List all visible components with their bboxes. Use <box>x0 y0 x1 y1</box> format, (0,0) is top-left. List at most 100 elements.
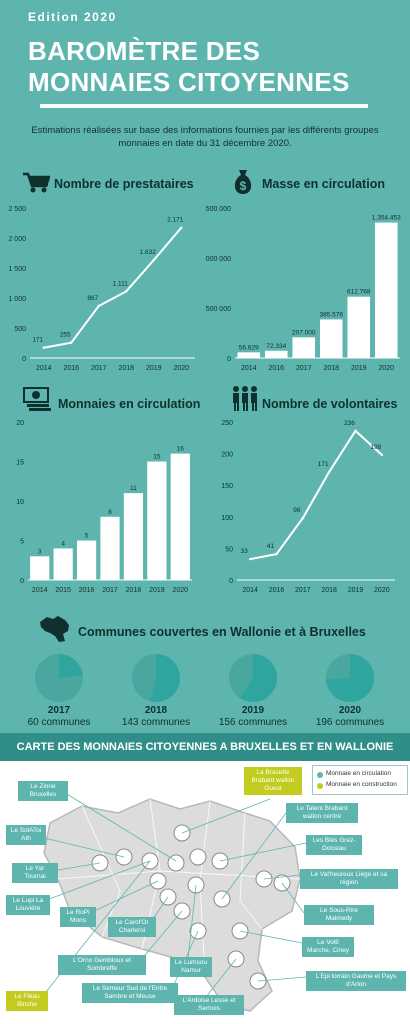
belgium-map-icon <box>40 616 69 642</box>
pie-2018-slice <box>150 654 180 702</box>
masse-xtick: 2017 <box>296 365 312 372</box>
masse-bar <box>319 319 343 358</box>
map-label-ardoise: L'Ardoise Lesse et Semois <box>174 995 244 1015</box>
map-label-lumsou: Le Lumsou Namur <box>170 957 212 977</box>
monnaies-value-label: 15 <box>153 454 161 461</box>
prestataires-line <box>43 227 183 349</box>
volontaires-point <box>380 453 384 457</box>
volontaires-ytick: 50 <box>225 546 233 553</box>
people-icon <box>233 386 257 411</box>
masse-xtick: 2016 <box>268 365 284 372</box>
map-label-sousrire: Le Sous-Rire Malmedy <box>304 905 374 925</box>
chart-masse: 0 500 000 1 000 000 1 500 000 2014 2016 2017 20… <box>205 206 401 372</box>
prestataires-point <box>125 290 128 293</box>
monnaies-value-label: 8 <box>108 509 112 516</box>
pie-year-2020: 2020 <box>338 705 362 716</box>
communes-title: Communes couvertes en Wallonie et à Brux… <box>78 625 366 639</box>
volontaires-xtick: 2014 <box>242 587 258 594</box>
prestataires-ytick: 1 500 <box>8 266 26 273</box>
map-leader-line <box>205 958 237 998</box>
volontaires-ytick: 150 <box>221 483 233 490</box>
prestataires-point <box>152 258 155 262</box>
prestataires-point <box>180 226 183 229</box>
monnaies-xtick: 2017 <box>102 587 118 594</box>
map-label-semeur: Le Semeur Sud de l'Entre Sambre et Meuse <box>82 983 178 1003</box>
edition-label: Edition 2020 <box>28 10 117 24</box>
prestataires-point <box>70 341 73 344</box>
pie-communes-2019: 156 communes <box>218 717 288 728</box>
prestataires-value-label: 1.632 <box>140 249 157 256</box>
prestataires-xtick: 2018 <box>118 365 134 372</box>
map-leader-line <box>51 862 101 872</box>
prestataires-ytick: 0 <box>22 356 26 363</box>
monnaies-xtick: 2020 <box>172 587 188 594</box>
map-label-bles: Les Blés Grez-Doiceau <box>306 835 362 855</box>
map-label-carolor: Le Carol'Or Charleroi <box>108 917 156 937</box>
map-label-zinne: Le Zinne Bruxelles <box>18 781 68 801</box>
page-title: BAROMÈTRE DES MONNAIES CITOYENNES <box>28 36 350 97</box>
volontaires-ytick: 200 <box>221 452 233 459</box>
masse-value-label: 612.768 <box>347 289 371 296</box>
legend-circulation: Monnaie en circulation <box>326 770 392 777</box>
title-underline <box>40 104 368 108</box>
masse-value-label: 207.000 <box>292 329 316 336</box>
volontaires-xtick: 2019 <box>348 587 364 594</box>
map-label-orno: L'Orno Gembloux et Sombreffe <box>58 955 146 975</box>
communes-pies <box>35 654 374 702</box>
monnaies-xtick: 2015 <box>55 587 71 594</box>
chart-monnaies: 0 5 10 15 20 2014 2015 2016 2017 2018 2019 2020 3 4 5 8… <box>16 420 192 594</box>
volontaires-xtick: 2020 <box>374 587 390 594</box>
monnaies-ytick: 5 <box>20 539 24 546</box>
volontaires-value-label: 198 <box>370 444 381 451</box>
map-label-solatoi: Le SolAToi Ath <box>6 825 46 845</box>
volontaires-ytick: 250 <box>221 420 233 427</box>
masse-bar <box>292 337 316 358</box>
monnaies-bar <box>147 461 167 580</box>
prestataires-point <box>42 346 45 349</box>
prestataires-value-label: 867 <box>87 295 98 302</box>
pie-year-2018: 2018 <box>144 705 168 716</box>
prestataires-xtick: 2014 <box>36 365 52 372</box>
legend-construction: Monnaie en construction <box>326 781 397 788</box>
monnaies-ytick: 15 <box>16 460 24 467</box>
money-bag-icon: $ <box>234 170 252 194</box>
masse-bar <box>237 352 261 358</box>
chart-volontaires: 0 50 100 150 200 250 2014 2016 2017 2018 2019 2020 3… <box>221 420 395 594</box>
volontaires-point <box>301 516 305 520</box>
volontaires-ytick: 0 <box>229 578 233 585</box>
map-label-brasette: La Brasette Brabant wallon Ouest <box>244 767 302 795</box>
masse-bar <box>264 350 288 358</box>
map-label-lupi: Le Lupi La Louvière <box>6 895 50 915</box>
masse-xtick: 2014 <box>241 365 257 372</box>
map-label-talent: Le Talent Brabant wallon centre <box>286 803 358 823</box>
monnaies-ytick: 0 <box>20 578 24 585</box>
map-leader-line <box>181 798 271 834</box>
pie-2019-slice <box>240 654 277 702</box>
map-leader-line <box>187 884 197 960</box>
map-label-volti: Le Voltî Marche, Ciney <box>302 937 354 957</box>
pie-communes-2018: 143 communes <box>121 717 191 728</box>
monnaies-value-label: 16 <box>177 446 185 453</box>
volontaires-point <box>275 552 278 556</box>
pie-communes-2020: 196 communes <box>315 717 385 728</box>
volontaires-xtick: 2017 <box>295 587 311 594</box>
volontaires-xtick: 2018 <box>321 587 337 594</box>
monnaies-bar <box>30 556 50 580</box>
monnaies-bar <box>123 493 144 580</box>
pie-year-2019: 2019 <box>241 705 265 716</box>
cart-icon <box>23 172 50 193</box>
prestataires-point <box>97 304 100 308</box>
map-leader-line <box>239 930 303 944</box>
prestataires-ytick: 2 000 <box>8 236 26 243</box>
pie-communes-2017: 60 communes <box>27 717 91 728</box>
monnaies-bar <box>100 516 120 580</box>
prestataires-xtick: 2016 <box>63 365 79 372</box>
pie-2020-slice <box>326 654 374 702</box>
volontaires-value-label: 41 <box>267 543 275 550</box>
pie-2017-slice <box>59 654 83 678</box>
masse-xtick: 2018 <box>323 365 339 372</box>
legend-dot-circulation <box>317 772 323 778</box>
legend-dot-construction <box>317 783 323 789</box>
monnaies-value-label: 4 <box>61 540 65 547</box>
masse-value-label: 1.354.453 <box>372 215 401 222</box>
